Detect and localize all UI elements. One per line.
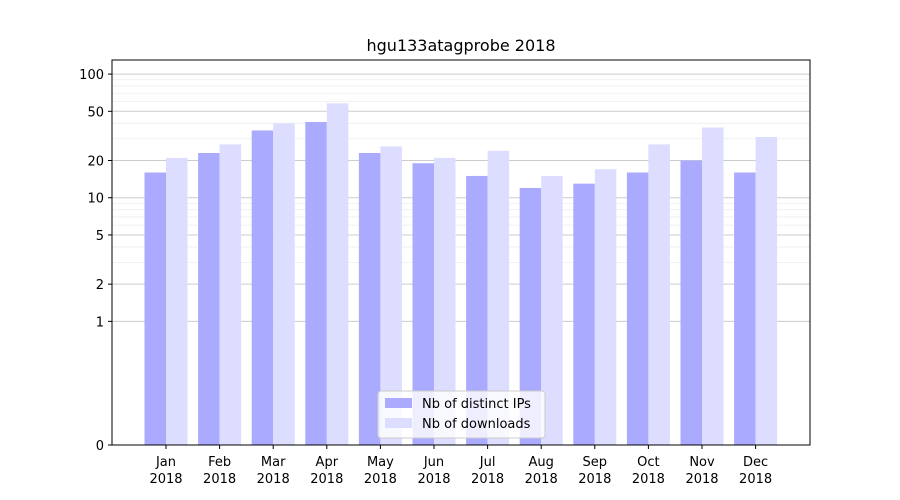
- x-tick-label-year: 2018: [525, 472, 558, 487]
- x-tick-label-year: 2018: [257, 472, 290, 487]
- bar-distinct-ips: [680, 160, 702, 445]
- bar-distinct-ips: [251, 130, 274, 445]
- bar-downloads: [648, 144, 670, 445]
- y-tick-label: 0: [96, 439, 104, 454]
- x-tick-label-month: Oct: [637, 455, 659, 470]
- x-tick-label-month: Jul: [479, 455, 496, 470]
- y-tick-label: 50: [87, 105, 104, 120]
- x-tick-label-year: 2018: [578, 472, 611, 487]
- x-tick-label-month: Nov: [689, 455, 715, 470]
- bar-distinct-ips: [573, 183, 595, 445]
- x-tick-label-year: 2018: [632, 472, 665, 487]
- x-tick-label-year: 2018: [739, 472, 772, 487]
- bar-distinct-ips: [144, 172, 166, 446]
- x-tick-label-year: 2018: [417, 472, 450, 487]
- plot-frame: [111, 59, 811, 446]
- x-tick-label-year: 2018: [149, 472, 182, 487]
- legend-label: Nb of downloads: [422, 417, 531, 432]
- x-tick-label-year: 2018: [364, 472, 397, 487]
- y-tick-label: 5: [96, 229, 104, 244]
- x-tick-label-month: Jan: [155, 455, 176, 470]
- x-tick-label-month: Sep: [583, 455, 608, 470]
- legend-label: Nb of distinct IPs: [422, 397, 531, 412]
- y-axis: 0 1 2 5 10 20 50 100: [79, 68, 112, 454]
- bar-downloads: [219, 144, 242, 445]
- bar-distinct-ips: [519, 187, 542, 445]
- bar-distinct-ips: [412, 163, 434, 445]
- bars: [144, 103, 778, 446]
- chart-title: hgu133atagprobe 2018: [367, 36, 556, 55]
- x-tick-label-year: 2018: [685, 472, 718, 487]
- x-tick-label-month: Dec: [743, 455, 768, 470]
- bar-downloads: [166, 157, 188, 446]
- x-axis: Jan 2018 Feb 2018 Mar 2018 Apr 2018 May 2018 Jun 20…: [149, 445, 772, 487]
- bar-distinct-ips: [198, 153, 220, 445]
- bar-distinct-ips: [466, 175, 488, 445]
- legend-swatch: [385, 398, 412, 408]
- x-tick-label-month: Jun: [423, 455, 444, 470]
- bar-downloads: [380, 146, 402, 445]
- y-tick-label: 20: [87, 155, 104, 170]
- x-tick-label-month: Mar: [261, 455, 286, 470]
- x-tick-label-year: 2018: [310, 472, 343, 487]
- y-tick-label: 100: [79, 68, 104, 83]
- bar-downloads: [702, 127, 724, 446]
- x-tick-label-month: May: [367, 455, 394, 470]
- bar-downloads: [487, 150, 510, 445]
- bar-distinct-ips: [626, 172, 649, 446]
- bar-downloads: [326, 103, 349, 445]
- bar-downloads: [273, 123, 295, 445]
- legend-box: [377, 390, 546, 439]
- legend-swatch: [385, 418, 412, 428]
- bar-downloads: [434, 157, 456, 446]
- bar-downloads: [541, 175, 563, 445]
- y-tick-label: 2: [96, 278, 104, 293]
- legend: Nb of distinct IPs Nb of downloads: [377, 390, 546, 439]
- bar-downloads: [755, 136, 778, 445]
- bar-distinct-ips: [358, 153, 381, 445]
- bar-distinct-ips: [734, 172, 756, 446]
- bar-downloads: [594, 169, 617, 445]
- x-tick-label-month: Aug: [529, 455, 554, 470]
- x-tick-label-year: 2018: [471, 472, 504, 487]
- x-tick-label-month: Feb: [208, 455, 231, 470]
- x-tick-label-month: Apr: [316, 455, 339, 470]
- x-tick-label-year: 2018: [203, 472, 236, 487]
- bar-distinct-ips: [305, 121, 327, 445]
- y-tick-label: 1: [96, 315, 104, 330]
- y-tick-label: 10: [87, 192, 104, 207]
